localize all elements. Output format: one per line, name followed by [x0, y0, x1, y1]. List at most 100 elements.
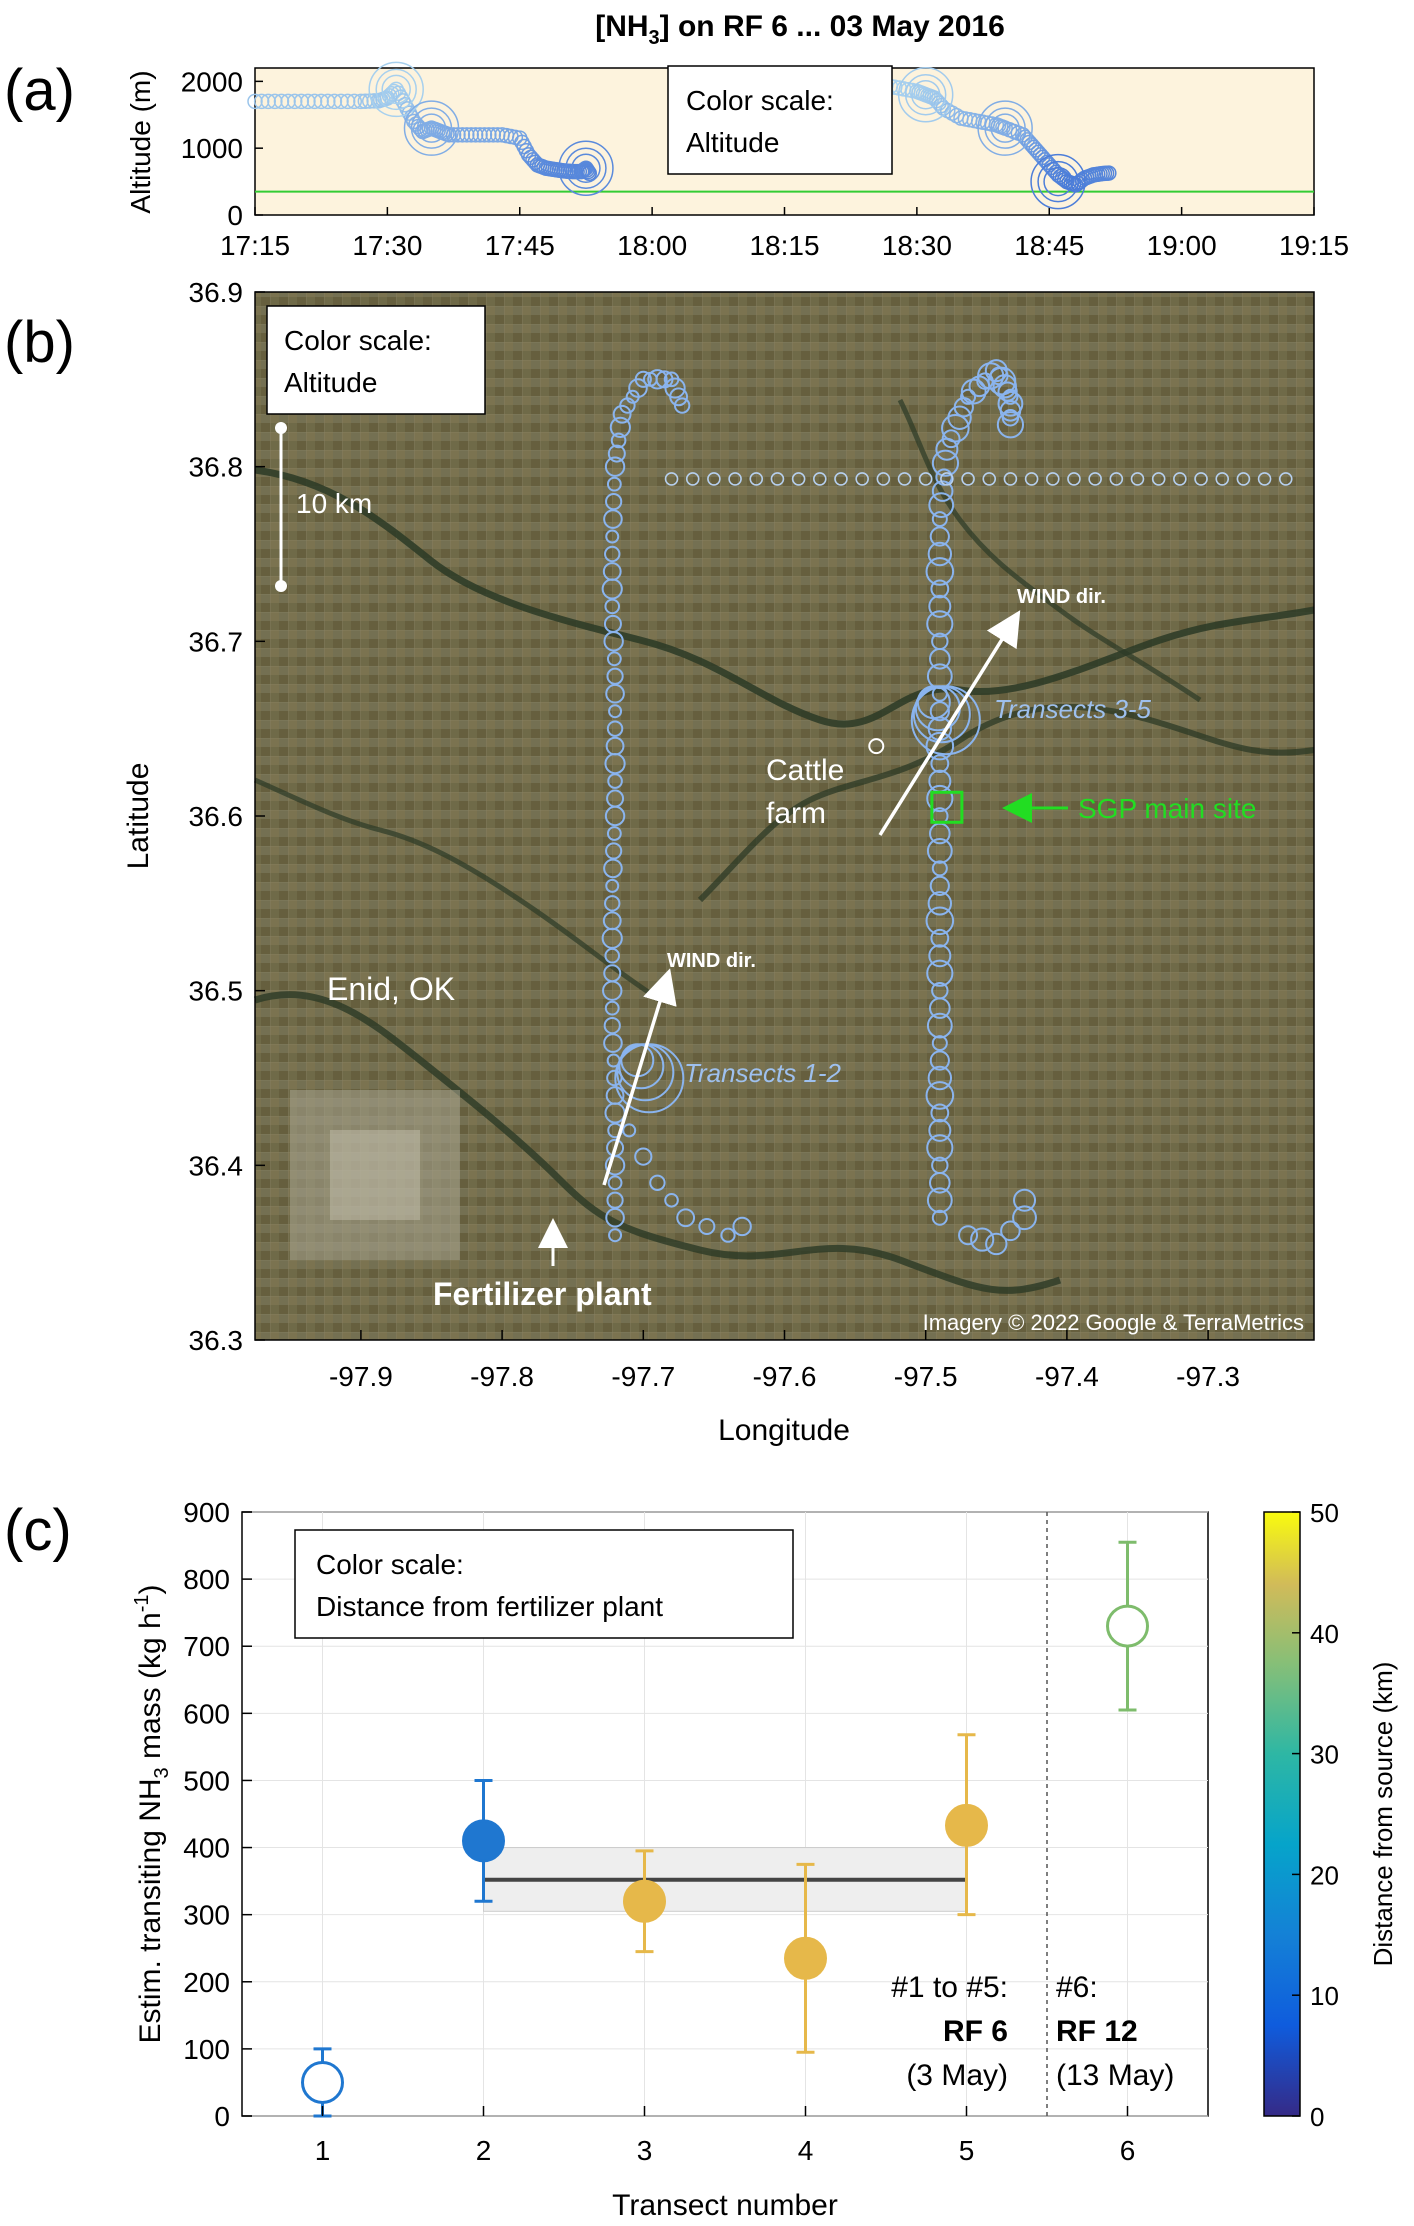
altitude-point [463, 127, 479, 143]
track-circle [928, 1118, 952, 1142]
map-frame [254, 291, 1315, 1341]
track-circle [609, 416, 631, 438]
enid-label: Enid, OK [327, 971, 455, 1007]
track-circle [1012, 1205, 1037, 1231]
track-circle [1194, 472, 1208, 486]
river-4 [253, 777, 662, 1003]
sgp-site-marker [930, 790, 964, 824]
track-circle [664, 472, 679, 486]
map-x-tick-label: -97.3 [1176, 1361, 1240, 1392]
cattle-farm-label-2: farm [766, 797, 826, 830]
track-circle [1045, 472, 1060, 486]
track-circle [996, 411, 1025, 439]
data-point [462, 1819, 505, 1863]
track-circle [603, 1017, 621, 1035]
altitude-point [476, 127, 493, 143]
altitude-point [390, 85, 407, 101]
track-big-circle [910, 685, 981, 756]
altitude-big-point [368, 61, 424, 118]
map-x-tick-label: -97.6 [753, 1361, 817, 1392]
track-circle [927, 891, 953, 916]
track-circle [728, 472, 742, 486]
altitude-big-point [375, 68, 417, 111]
track-circle [664, 377, 686, 399]
altitude-big-point [571, 153, 601, 183]
flight-track-circles [601, 359, 1293, 1256]
track-circle [749, 472, 764, 486]
track-circle [928, 492, 955, 518]
track-circle [929, 526, 950, 547]
enid-urban-area-2 [330, 1130, 420, 1220]
data-point [945, 1803, 988, 1847]
track-circle [605, 878, 620, 893]
track-circle [918, 472, 933, 486]
track-circle [605, 842, 623, 860]
altitude-point [300, 93, 316, 110]
altitude-big-point [381, 74, 411, 105]
mass-x-tick-label: 3 [637, 2135, 653, 2166]
altitude-big-point [416, 113, 447, 143]
track-circle [1278, 472, 1293, 486]
colorbar-label: Distance from source (km) [1368, 1662, 1398, 1967]
altitude-x-tick-label: 18:15 [749, 230, 819, 261]
track-circle [602, 911, 622, 931]
altitude-big-point [990, 113, 1020, 143]
track-circle [1236, 472, 1251, 486]
track-circle [970, 1227, 995, 1252]
track-circle [603, 964, 622, 983]
mass-y-tick-label: 300 [183, 1900, 230, 1931]
altitude-point [339, 93, 356, 110]
altitude-point [273, 93, 290, 110]
track-circle [1000, 1220, 1021, 1242]
colorbar-tick-label: 0 [1310, 2102, 1324, 2132]
track-circle [931, 860, 948, 877]
cattle-farm-label-1: Cattle [766, 754, 844, 787]
track-circle [1003, 472, 1018, 486]
altitude-legend-box [667, 65, 893, 175]
track-circle [612, 404, 632, 424]
track-circle [604, 545, 621, 563]
track-circle [931, 1156, 949, 1175]
map-x-tick-label: -97.8 [470, 1361, 534, 1392]
track-circle [960, 378, 987, 405]
track-circle [698, 1217, 716, 1235]
altitude-y-tick-label: 0 [227, 200, 243, 231]
altitude-x-tick-label: 17:30 [352, 230, 422, 261]
track-circle [930, 1103, 950, 1123]
track-circle [605, 1086, 625, 1105]
track-circle [930, 579, 950, 599]
colorbar-tick-label: 20 [1310, 1860, 1339, 1890]
track-circle [664, 1192, 679, 1208]
track-circle [720, 1227, 736, 1243]
altitude-legend-line1: Color scale: [686, 85, 834, 116]
track-circle [940, 472, 954, 486]
track-circle [605, 1207, 625, 1228]
track-circle [926, 838, 953, 864]
track-circle [628, 378, 648, 398]
altitude-x-ticks: 17:15 17:30 17:45 18:00 18:15 18:30 18:45 19:00… [220, 207, 1349, 261]
mass-y-tick-label: 900 [183, 1497, 230, 1528]
mass-ticks: 0 100 200 300 400 500 600 700 800 900 1 2 3 4 5 6 [183, 1497, 1135, 2166]
track-circle [1024, 472, 1039, 486]
altitude-x-tick-label: 17:45 [485, 230, 555, 261]
map-y-tick-label: 36.8 [189, 452, 244, 483]
colorbar-ticks: 0 10 20 30 40 50 [1292, 1498, 1339, 2132]
altitude-point [481, 127, 497, 143]
map-y-tick-label: 36.4 [189, 1150, 244, 1181]
altitude-point [247, 93, 263, 110]
altitude-point [313, 93, 329, 110]
track-circle [941, 429, 961, 449]
data-point [623, 1879, 666, 1923]
altitude-y-tick-label: 2000 [181, 66, 243, 97]
track-circle [606, 1191, 624, 1209]
track-circle [604, 598, 621, 615]
track-circle [931, 981, 949, 1000]
map-y-tick-label: 36.9 [189, 277, 244, 308]
wind-label-2: WIND dir. [1017, 586, 1106, 608]
panel-label-c: (c) [4, 1498, 72, 1563]
altitude-point [467, 127, 484, 143]
track-circle [647, 369, 668, 390]
altitude-big-point [410, 107, 453, 149]
river-1 [254, 466, 1315, 728]
map-y-tick-label: 36.6 [189, 801, 244, 832]
